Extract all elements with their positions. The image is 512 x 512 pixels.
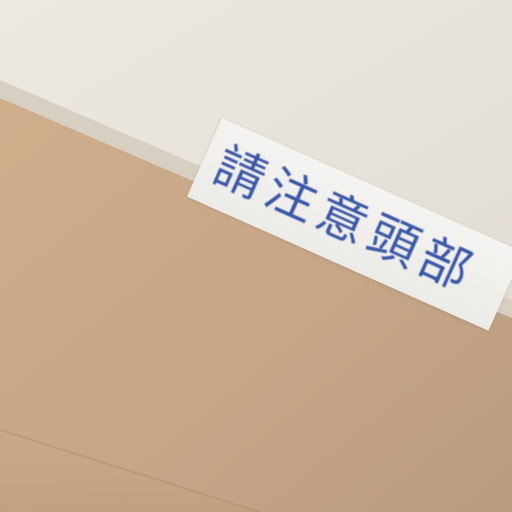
lower-wall-line — [0, 429, 261, 512]
wall — [0, 98, 512, 512]
